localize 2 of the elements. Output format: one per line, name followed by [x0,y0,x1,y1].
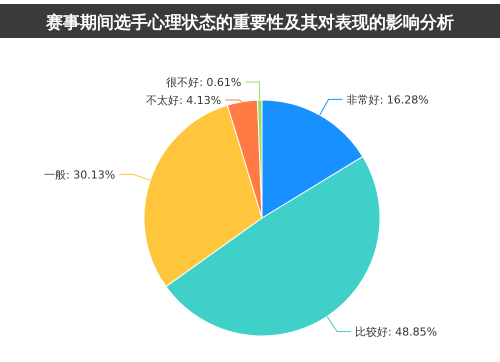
title: 赛事期间选手心理状态的重要性及其对表现的影响分析 [0,4,500,38]
chart-title: 赛事期间选手心理状态的重要性及其对表现的影响分析 [45,13,454,33]
